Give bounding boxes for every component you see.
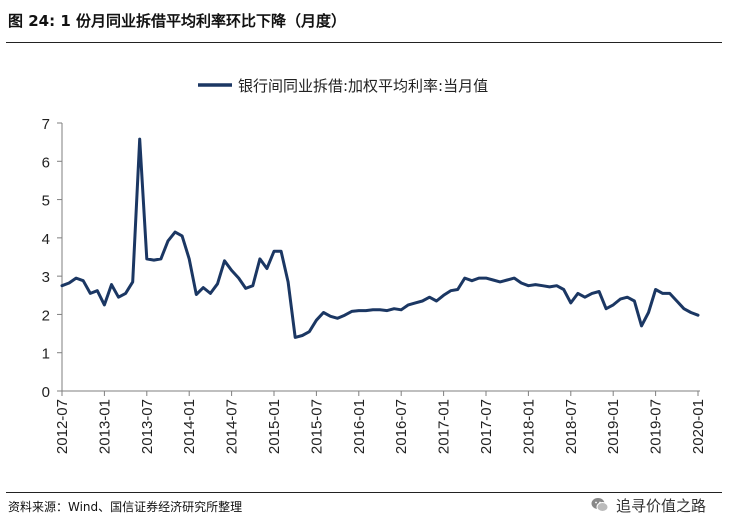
- x-tick-label: 2018-01: [520, 399, 537, 454]
- x-tick-label: 2016-07: [393, 399, 410, 454]
- figure-title: 图 24: 1 份月同业拆借平均利率环比下降（月度）: [8, 12, 346, 30]
- x-tick-label: 2015-01: [266, 399, 283, 454]
- x-tick-label: 2019-07: [648, 399, 665, 454]
- x-axis-ticks: 2012-07 2013-01 2013-07 2014-01 2014-07 2015-…: [54, 391, 707, 454]
- x-tick-label: 2019-01: [605, 399, 622, 454]
- x-tick-label: 2017-07: [478, 399, 495, 454]
- x-tick-label: 2018-07: [563, 399, 580, 454]
- legend: 银行间同业拆借:加权平均利率:当月值: [198, 77, 488, 95]
- x-tick-label: 2014-07: [224, 399, 241, 454]
- x-tick-label: 2015-07: [308, 399, 325, 454]
- x-tick-label: 2017-01: [436, 399, 453, 454]
- title-rule: [6, 42, 722, 43]
- y-tick-label: 7: [42, 116, 50, 133]
- wechat-icon: [591, 498, 609, 512]
- x-tick-label: 2014-01: [181, 399, 198, 454]
- watermark: 追寻价值之路: [590, 493, 706, 517]
- y-tick-label: 1: [42, 346, 50, 363]
- y-tick-label: 6: [42, 154, 50, 171]
- x-tick-label: 2020-01: [690, 399, 707, 454]
- y-tick-label: 4: [42, 231, 50, 248]
- watermark-text: 追寻价值之路: [615, 496, 706, 515]
- series-line-interbank-rate: [60, 137, 700, 339]
- y-axis-ticks: 0 1 2 3 4 5 6 7: [42, 116, 62, 401]
- y-tick-label: 3: [42, 269, 50, 286]
- y-tick-label: 0: [42, 384, 50, 401]
- source-rule: [6, 492, 722, 493]
- source-note: 资料来源：Wind、国信证券经济研究所整理: [8, 500, 243, 514]
- x-tick-label: 2013-07: [139, 399, 156, 454]
- x-tick-label: 2012-07: [54, 399, 71, 454]
- y-tick-label: 5: [42, 193, 50, 210]
- y-tick-label: 2: [42, 307, 50, 324]
- x-tick-label: 2013-01: [96, 399, 113, 454]
- x-tick-label: 2016-01: [351, 399, 368, 454]
- legend-label: 银行间同业拆借:加权平均利率:当月值: [238, 77, 488, 95]
